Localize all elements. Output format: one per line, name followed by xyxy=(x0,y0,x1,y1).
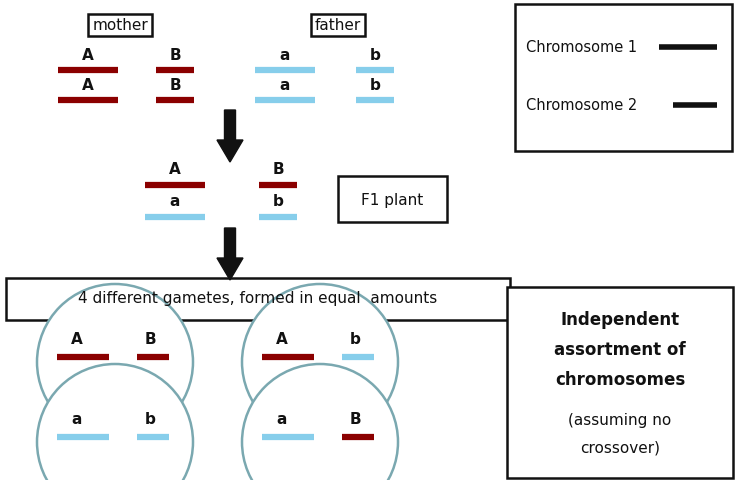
Text: A: A xyxy=(82,48,94,62)
Text: B: B xyxy=(169,48,181,62)
Text: a: a xyxy=(280,77,290,93)
Polygon shape xyxy=(217,228,243,280)
Text: a: a xyxy=(72,412,82,428)
Text: Chromosome 1: Chromosome 1 xyxy=(526,39,637,55)
Text: B: B xyxy=(169,77,181,93)
FancyBboxPatch shape xyxy=(338,176,447,222)
FancyBboxPatch shape xyxy=(515,4,732,151)
Text: assortment of: assortment of xyxy=(554,341,686,359)
Text: crossover): crossover) xyxy=(580,441,660,456)
Text: A: A xyxy=(276,333,288,348)
Text: A: A xyxy=(71,333,83,348)
Text: b: b xyxy=(272,194,283,209)
Text: father: father xyxy=(315,17,361,33)
FancyBboxPatch shape xyxy=(6,278,510,320)
Text: B: B xyxy=(349,412,361,428)
Text: b: b xyxy=(350,333,360,348)
Text: (assuming no: (assuming no xyxy=(568,412,672,428)
Ellipse shape xyxy=(242,364,398,480)
Text: a: a xyxy=(277,412,287,428)
Text: 4 different gametes, formed in equal  amounts: 4 different gametes, formed in equal amo… xyxy=(78,291,438,307)
Text: b: b xyxy=(370,77,380,93)
Text: chromosomes: chromosomes xyxy=(555,371,685,389)
Text: B: B xyxy=(272,163,284,178)
FancyBboxPatch shape xyxy=(507,287,733,478)
Text: F1 plant: F1 plant xyxy=(361,192,423,207)
Text: a: a xyxy=(170,194,180,209)
Text: a: a xyxy=(280,48,290,62)
Text: A: A xyxy=(82,77,94,93)
Text: B: B xyxy=(144,333,156,348)
Text: mother: mother xyxy=(92,17,148,33)
Polygon shape xyxy=(217,110,243,162)
Ellipse shape xyxy=(37,284,193,440)
Ellipse shape xyxy=(242,284,398,440)
Text: Chromosome 2: Chromosome 2 xyxy=(526,97,637,112)
Ellipse shape xyxy=(37,364,193,480)
Text: b: b xyxy=(145,412,156,428)
Text: A: A xyxy=(169,163,181,178)
Text: Independent: Independent xyxy=(560,311,680,329)
Text: b: b xyxy=(370,48,380,62)
